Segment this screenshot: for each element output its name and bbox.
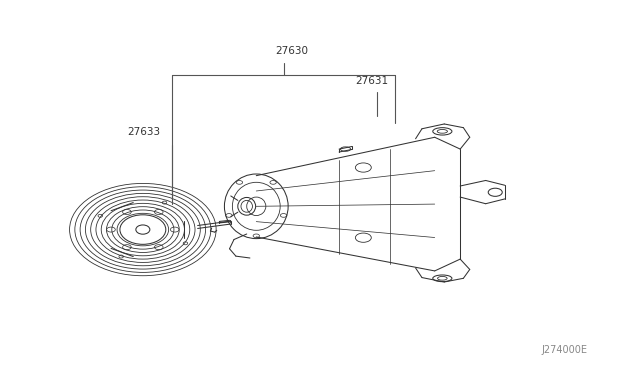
Text: 27633: 27633: [127, 127, 161, 137]
Text: 27631: 27631: [355, 76, 388, 86]
Text: J274000E: J274000E: [541, 345, 588, 355]
Text: 27630: 27630: [275, 46, 308, 56]
